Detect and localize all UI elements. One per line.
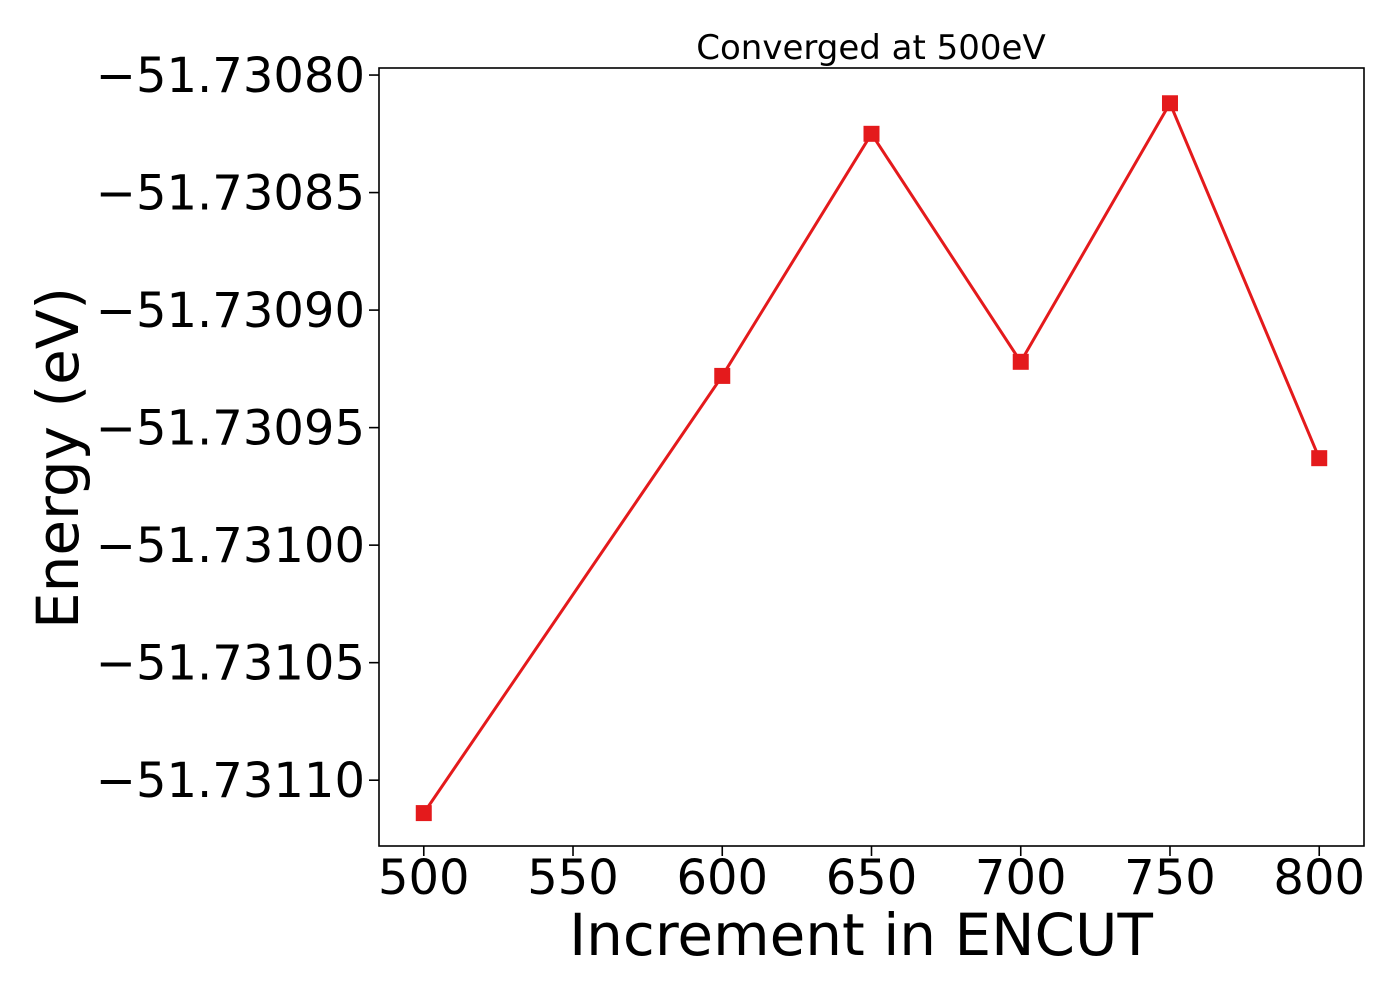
y-tick-label: −51.73110 [96, 753, 365, 809]
data-point-marker [714, 367, 731, 384]
x-tick-label: 550 [527, 850, 619, 906]
plot-area: 500 550 600 650 700 750 800 −51.73080 −51.73085 −… [96, 48, 1365, 906]
y-tick-label: −51.73090 [96, 283, 365, 339]
y-axis-label: Energy (eV) [24, 287, 92, 629]
chart-title: Converged at 500eV [696, 28, 1045, 68]
data-point-marker [1311, 450, 1328, 467]
x-axis-label: Increment in ENCUT [569, 901, 1153, 969]
y-tick-label: −51.73105 [96, 636, 365, 692]
x-tick-label: 650 [826, 850, 918, 906]
y-tick-label: −51.73085 [96, 166, 365, 222]
x-tick-label: 750 [1124, 850, 1216, 906]
data-point-marker [415, 805, 432, 822]
data-point-marker [1012, 353, 1029, 370]
x-tick-label: 800 [1273, 850, 1365, 906]
x-tick-label: 600 [676, 850, 768, 906]
y-tick-label: −51.73100 [96, 518, 365, 574]
data-point-marker [1161, 95, 1178, 112]
data-point-marker [863, 125, 880, 142]
x-tick-label: 700 [975, 850, 1067, 906]
y-tick-label: −51.73080 [96, 48, 365, 104]
y-tick-label: −51.73095 [96, 401, 365, 457]
series-line [422, 101, 1321, 814]
plot-frame [378, 67, 1365, 847]
x-tick-label: 500 [378, 850, 470, 906]
